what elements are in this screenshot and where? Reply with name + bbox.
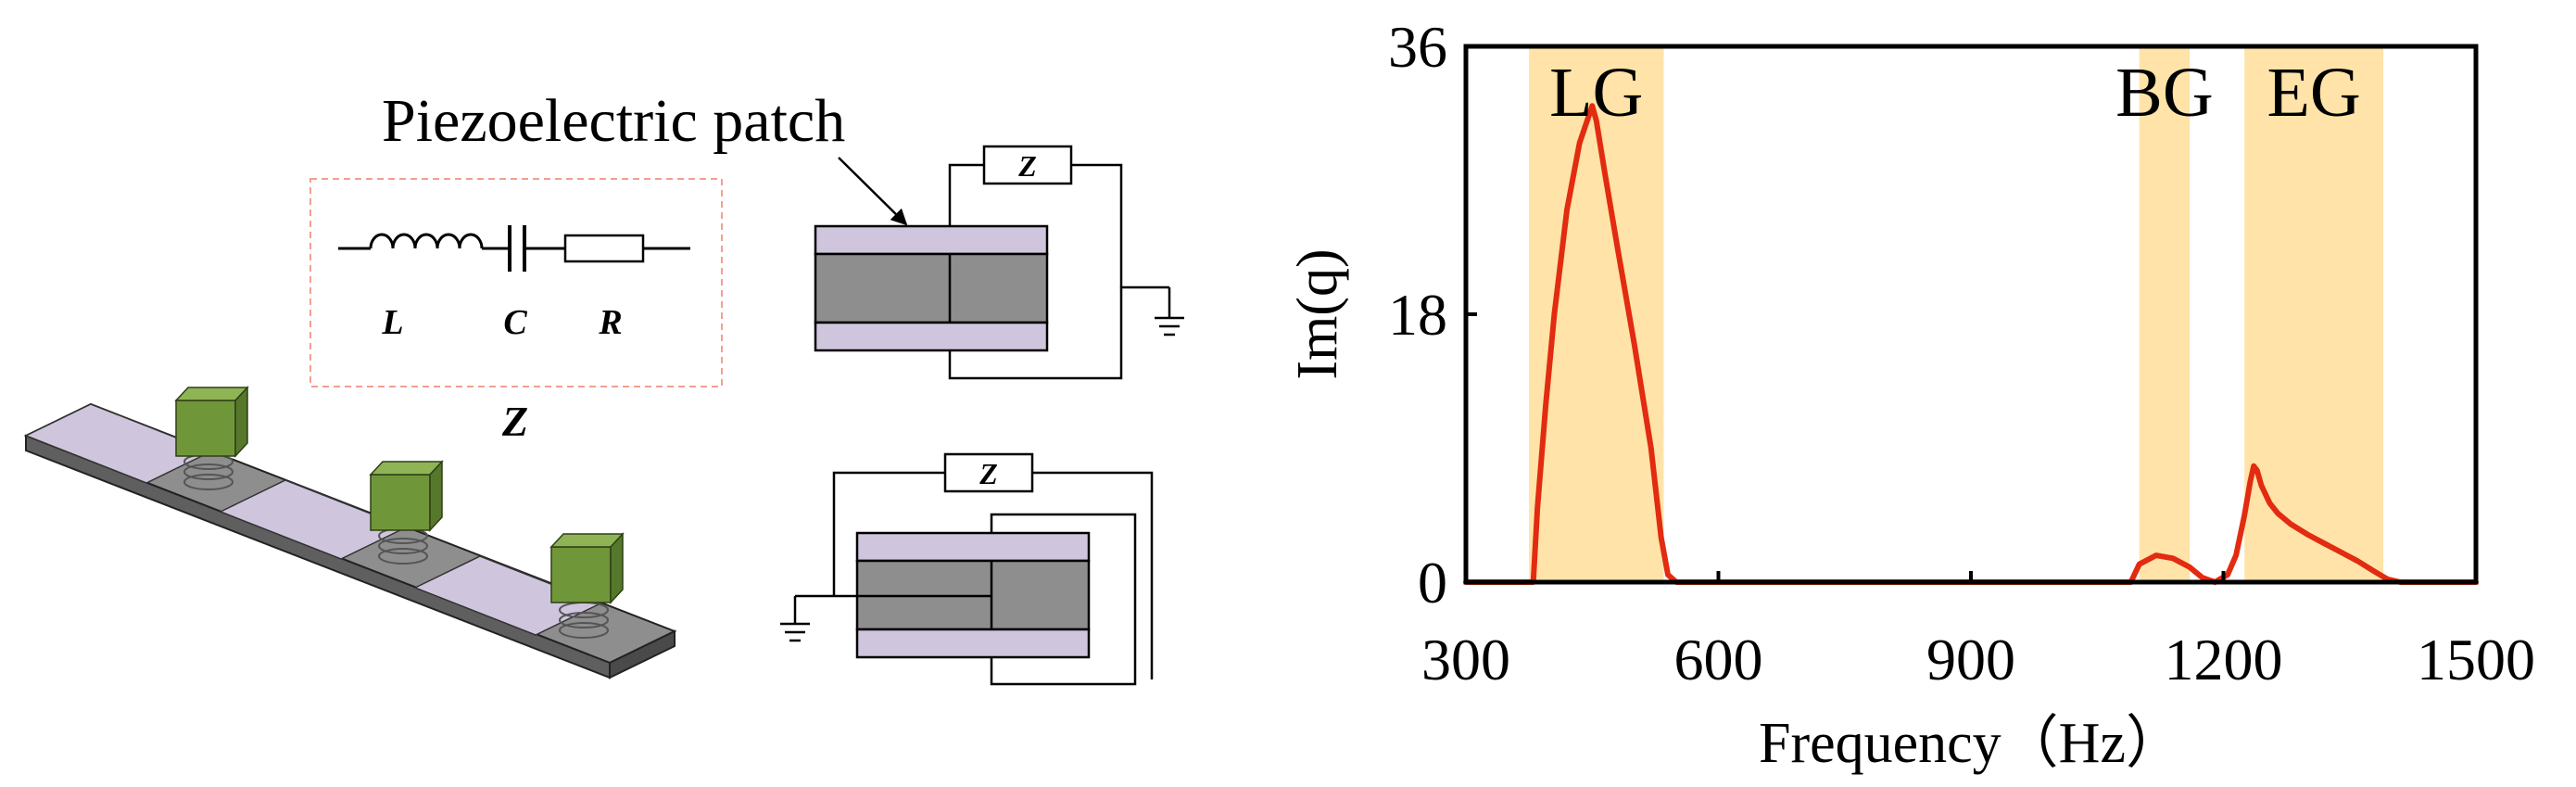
- y-tick-label-36: 36: [1388, 14, 1447, 80]
- schematic: L C R Z Piezoelectric patch Z: [23, 87, 1184, 686]
- lower-impedance-label: Z: [979, 457, 998, 490]
- upper-impedance-label: Z: [1017, 149, 1037, 183]
- lcr-circuit: [338, 225, 690, 272]
- x-tick-label-1200: 1200: [2165, 627, 2283, 692]
- upper-patch-bottom: [814, 321, 1049, 352]
- tick-layer: 300 600 900 1200 1500 0 18 36: [1388, 14, 2535, 692]
- band-label-layer: LG BG EG: [1549, 54, 2361, 132]
- x-tick-label-1500: 1500: [2417, 627, 2535, 692]
- x-tick-label-900: 900: [1926, 627, 2015, 692]
- lower-ground-symbol: [780, 596, 810, 642]
- label-capacitor: C: [503, 303, 527, 342]
- mass-block-3: [549, 532, 625, 604]
- upper-ground-symbol: [1155, 287, 1184, 336]
- label-inductor: L: [381, 303, 403, 342]
- band-label-lg: LG: [1549, 54, 1643, 132]
- y-tick-label-0: 0: [1418, 550, 1447, 616]
- patch-3: [413, 555, 602, 636]
- lower-patch-top: [855, 531, 1091, 563]
- x-tick-label-600: 600: [1674, 627, 1763, 692]
- lower-shunt-circuit: [780, 452, 1154, 686]
- beam-end: [609, 629, 676, 679]
- label-piezoelectric-patch: Piezoelectric patch: [382, 87, 845, 155]
- label-impedance: Z: [501, 398, 528, 445]
- lower-patch-bottom: [855, 628, 1091, 659]
- curve-layer: [1463, 103, 2479, 585]
- mass-block-1: [174, 386, 249, 458]
- band-label-eg: EG: [2267, 54, 2360, 132]
- x-axis-label: Frequency（Hz）: [1759, 712, 2183, 775]
- series-line-0: [1463, 103, 2479, 585]
- x-tick-label-300: 300: [1421, 627, 1510, 692]
- chart: 300 600 900 1200 1500 0 18 36 LG BG EG Frequency（…: [1286, 14, 2535, 775]
- band-label-bg: BG: [2115, 54, 2214, 132]
- impedance-dashed-box: [309, 178, 723, 387]
- mass-block-2: [369, 460, 444, 532]
- lower-impedance-box: [943, 452, 1034, 493]
- upper-impedance-box: [982, 145, 1073, 185]
- y-tick-label-18: 18: [1388, 282, 1447, 348]
- resistor-box: [563, 234, 645, 263]
- upper-patch-top: [814, 224, 1049, 256]
- upper-shunt-circuit: [814, 145, 1184, 380]
- inductor-coil: [369, 233, 484, 249]
- patch-arrow: [838, 157, 908, 226]
- beam-assembly: [23, 386, 677, 679]
- label-resistor: R: [598, 303, 622, 342]
- band-bg: [2139, 46, 2191, 582]
- upper-host-layer: [814, 252, 1049, 324]
- beam-front: [25, 434, 611, 679]
- spring-1: [183, 453, 234, 490]
- y-axis-label: Im(q): [1286, 248, 1349, 379]
